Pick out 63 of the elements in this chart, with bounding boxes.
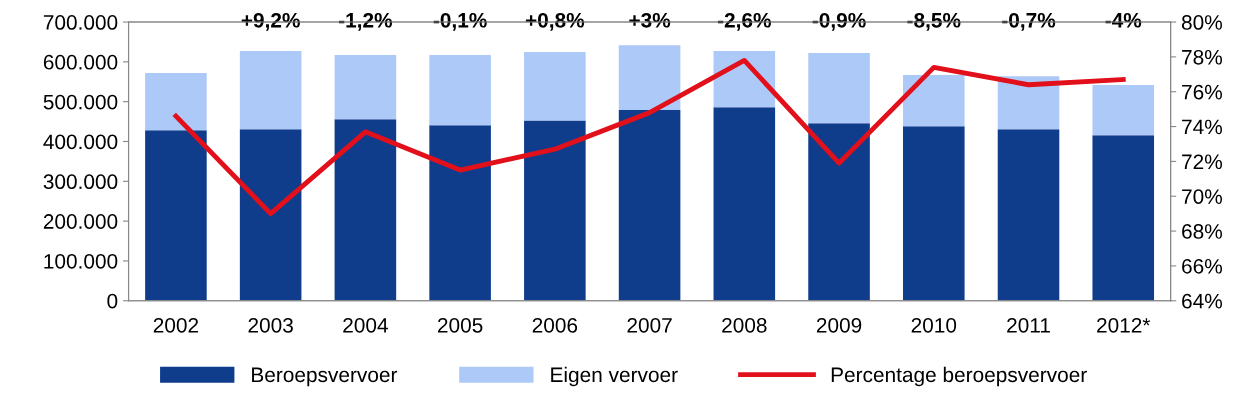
line-series (173, 57, 1126, 217)
annotation: +9,2% (241, 12, 300, 31)
annotation: +3% (629, 12, 671, 28)
y-tick-label: 200.000 (43, 214, 118, 229)
annotation: -0,7% (1002, 12, 1056, 31)
annotation: -8,5% (907, 12, 961, 31)
bar (524, 51, 586, 121)
annotation: -1,2% (338, 12, 393, 31)
bar (997, 76, 1060, 130)
bar (524, 120, 586, 301)
x-tick-label: 2003 (248, 317, 293, 333)
bar (997, 129, 1060, 301)
legend-label: Beroepsvervoer (252, 367, 398, 387)
x-tick-label: 2004 (343, 317, 388, 333)
annotation: -4% (1105, 12, 1142, 28)
bar (808, 53, 870, 124)
y2-tick-label: 64% (1182, 293, 1222, 309)
x-tick-label: 2007 (627, 317, 672, 333)
bar (429, 125, 491, 301)
y-tick-label: 700.000 (43, 15, 118, 30)
annotation: -0,9% (812, 12, 866, 31)
y-tick-label: 0 (107, 293, 118, 309)
x-tick-label: 2011 (1007, 317, 1050, 333)
bar (808, 123, 870, 301)
bar (618, 45, 681, 111)
y2-tick-label: 66% (1182, 258, 1222, 274)
bar (618, 110, 681, 301)
bar (239, 51, 302, 130)
x-tick-label: 2002 (153, 317, 199, 333)
y-tick-label: 400.000 (43, 134, 118, 150)
y2-tick-label: 80% (1181, 15, 1222, 30)
bar (903, 126, 965, 301)
bar (334, 119, 397, 301)
y2-tick-label: 74% (1182, 119, 1222, 135)
bar (145, 130, 207, 301)
x-tick-label: 2008 (722, 317, 767, 333)
x-tick-label: 2009 (816, 317, 862, 333)
y-tick-label: 100.000 (44, 253, 118, 269)
y2-tick-label: 72% (1182, 154, 1222, 170)
y-tick-label: 500.000 (43, 94, 118, 110)
legend-label: Eigen vervoer (551, 366, 678, 387)
bar (713, 107, 776, 301)
y2-tick-label: 78% (1182, 49, 1222, 65)
bar (903, 75, 965, 127)
x-tick-label: 2010 (911, 317, 957, 333)
bar (145, 73, 207, 131)
annotation: +0,8% (525, 12, 585, 31)
y2-tick-label: 68% (1182, 224, 1222, 239)
y-tick-label: 600.000 (43, 54, 118, 70)
annotation: -2,6% (717, 12, 771, 31)
bar (429, 55, 491, 126)
y2-tick-label: 70% (1182, 189, 1222, 204)
y2-tick-label: 76% (1182, 84, 1222, 100)
bar (1092, 135, 1155, 301)
bar (334, 55, 397, 120)
bar (1092, 84, 1155, 136)
legend-label: Percentage beroepsvervoer (831, 366, 1087, 387)
y-tick-label: 300.000 (43, 174, 118, 190)
bar (239, 129, 302, 301)
x-tick-label: 2006 (532, 317, 578, 333)
x-tick-label: 2012* (1097, 317, 1151, 333)
x-tick-label: 2005 (437, 317, 483, 333)
annotation: -0,1% (433, 12, 487, 31)
